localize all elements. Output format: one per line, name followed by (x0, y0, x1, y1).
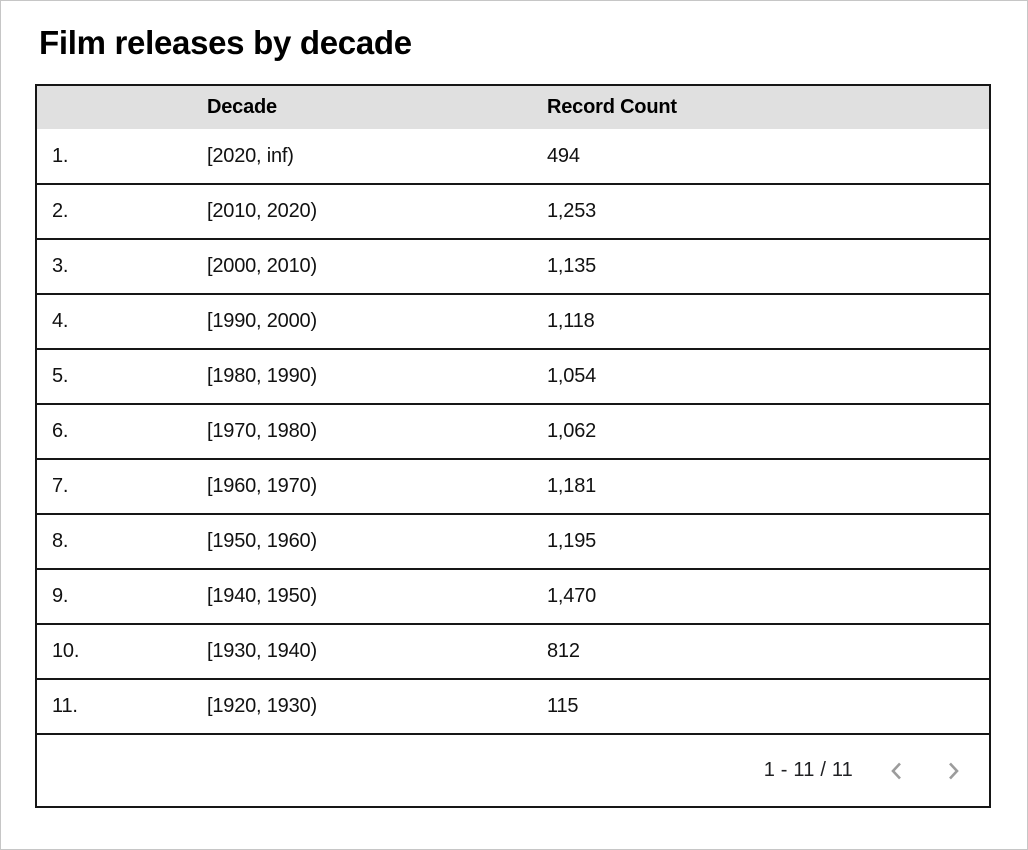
table-widget: Decade Record Count 1. [2020, inf) 494 2. [2… (35, 84, 991, 808)
header-row-number (37, 86, 192, 129)
chevron-right-icon (941, 759, 965, 783)
pagination-bar: 1 - 11 / 11 (37, 735, 989, 806)
cell-row-number: 9. (37, 569, 192, 625)
header-record-count[interactable]: Record Count (532, 86, 989, 129)
cell-decade: [1960, 1970) (192, 459, 532, 515)
cell-decade: [1920, 1930) (192, 679, 532, 735)
cell-row-number: 7. (37, 459, 192, 515)
cell-row-number: 6. (37, 404, 192, 460)
cell-record-count: 494 (532, 129, 989, 185)
cell-record-count: 1,135 (532, 239, 989, 295)
table-row: 1. [2020, inf) 494 (37, 129, 989, 185)
cell-record-count: 115 (532, 679, 989, 735)
pagination-range-label: 1 - 11 / 11 (763, 759, 853, 781)
cell-row-number: 5. (37, 349, 192, 405)
table-row: 6. [1970, 1980) 1,062 (37, 404, 989, 460)
cell-decade: [1930, 1940) (192, 624, 532, 680)
page-title: Film releases by decade (39, 24, 412, 61)
cell-row-number: 10. (37, 624, 192, 680)
chevron-left-icon (885, 759, 909, 783)
table-row: 9. [1940, 1950) 1,470 (37, 569, 989, 625)
cell-decade: [1940, 1950) (192, 569, 532, 625)
cell-decade: [2020, inf) (192, 129, 532, 185)
cell-decade: [1990, 2000) (192, 294, 532, 350)
cell-row-number: 1. (37, 129, 192, 185)
cell-record-count: 1,470 (532, 569, 989, 625)
table-row: 2. [2010, 2020) 1,253 (37, 184, 989, 240)
cell-row-number: 3. (37, 239, 192, 295)
table-row: 8. [1950, 1960) 1,195 (37, 514, 989, 570)
cell-row-number: 11. (37, 679, 192, 735)
cell-decade: [1970, 1980) (192, 404, 532, 460)
table-row: 3. [2000, 2010) 1,135 (37, 239, 989, 295)
cell-decade: [1950, 1960) (192, 514, 532, 570)
table-row: 7. [1960, 1970) 1,181 (37, 459, 989, 515)
next-page-button[interactable] (933, 751, 973, 791)
prev-page-button[interactable] (877, 751, 917, 791)
cell-row-number: 4. (37, 294, 192, 350)
cell-row-number: 2. (37, 184, 192, 240)
cell-record-count: 1,118 (532, 294, 989, 350)
table-row: 11. [1920, 1930) 115 (37, 679, 989, 735)
cell-decade: [2000, 2010) (192, 239, 532, 295)
cell-decade: [1980, 1990) (192, 349, 532, 405)
data-table: Decade Record Count 1. [2020, inf) 494 2. [2… (37, 86, 989, 735)
table-row: 10. [1930, 1940) 812 (37, 624, 989, 680)
cell-record-count: 1,195 (532, 514, 989, 570)
cell-record-count: 812 (532, 624, 989, 680)
header-decade[interactable]: Decade (192, 86, 532, 129)
table-row: 4. [1990, 2000) 1,118 (37, 294, 989, 350)
table-row: 5. [1980, 1990) 1,054 (37, 349, 989, 405)
cell-record-count: 1,062 (532, 404, 989, 460)
cell-decade: [2010, 2020) (192, 184, 532, 240)
cell-record-count: 1,054 (532, 349, 989, 405)
cell-record-count: 1,253 (532, 184, 989, 240)
table-header-row: Decade Record Count (37, 86, 989, 129)
cell-record-count: 1,181 (532, 459, 989, 515)
cell-row-number: 8. (37, 514, 192, 570)
